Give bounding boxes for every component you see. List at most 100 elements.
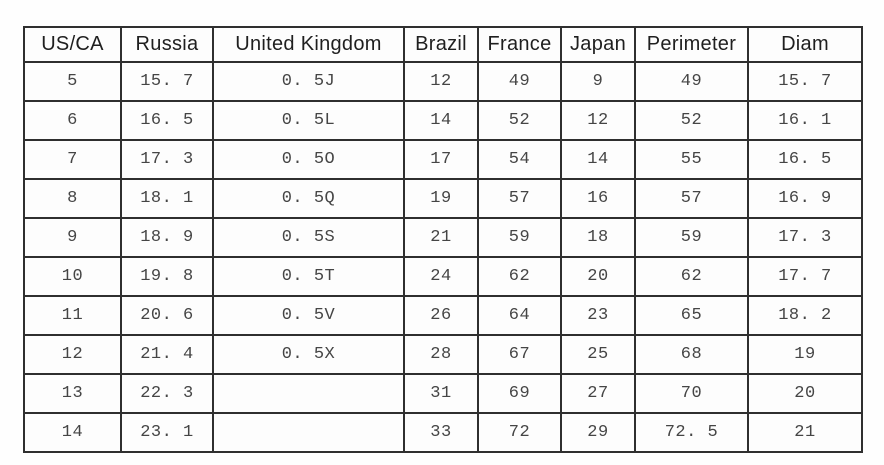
table-row: 13 22. 3 31 69 27 70 20: [23, 373, 863, 414]
table-cell: 8: [23, 178, 122, 219]
column-header-perimeter: Perimeter: [634, 26, 749, 63]
table-cell: 0. 5J: [212, 61, 405, 102]
table-cell: 55: [634, 139, 749, 180]
table-cell: 62: [477, 256, 562, 297]
table-cell: 14: [403, 100, 479, 141]
column-header-japan: Japan: [560, 26, 636, 63]
column-header-france: France: [477, 26, 562, 63]
table-header: US/CA Russia United Kingdom Brazil France Jap…: [23, 26, 863, 63]
table-cell: 26: [403, 295, 479, 336]
column-header-russia: Russia: [120, 26, 214, 63]
table-row: 14 23. 1 33 72 29 72. 5 21: [23, 412, 863, 453]
table-cell: 59: [477, 217, 562, 258]
table-cell: 69: [477, 373, 562, 414]
table-cell: 9: [23, 217, 122, 258]
table-row: 7 17. 3 0. 5O 17 54 14 55 16. 5: [23, 139, 863, 180]
table-cell: 70: [634, 373, 749, 414]
table-cell: 52: [634, 100, 749, 141]
table-cell: 21: [403, 217, 479, 258]
table-cell: 0. 5T: [212, 256, 405, 297]
table-cell: 16: [560, 178, 636, 219]
table-cell: 23: [560, 295, 636, 336]
table-cell: 25: [560, 334, 636, 375]
column-header-diam: Diam: [747, 26, 863, 63]
table-cell: 62: [634, 256, 749, 297]
table-cell: 21. 4: [120, 334, 214, 375]
table-cell: 18: [560, 217, 636, 258]
table-cell: 14: [560, 139, 636, 180]
table-cell: 11: [23, 295, 122, 336]
table-cell: 6: [23, 100, 122, 141]
table-cell: 17. 7: [747, 256, 863, 297]
table-cell: 57: [477, 178, 562, 219]
table-cell: 22. 3: [120, 373, 214, 414]
table-cell: 0. 5X: [212, 334, 405, 375]
table-cell: 67: [477, 334, 562, 375]
table-cell: 17. 3: [120, 139, 214, 180]
table-cell: 0. 5L: [212, 100, 405, 141]
table-cell: 57: [634, 178, 749, 219]
table-cell: 16. 9: [747, 178, 863, 219]
table-cell: 20: [747, 373, 863, 414]
table-cell: 68: [634, 334, 749, 375]
table-cell: 54: [477, 139, 562, 180]
table-row: 8 18. 1 0. 5Q 19 57 16 57 16. 9: [23, 178, 863, 219]
table-cell: 20. 6: [120, 295, 214, 336]
table-cell: 49: [634, 61, 749, 102]
table-cell: 14: [23, 412, 122, 453]
table-cell: 52: [477, 100, 562, 141]
table-cell: 29: [560, 412, 636, 453]
table-cell: 27: [560, 373, 636, 414]
table-row: 11 20. 6 0. 5V 26 64 23 65 18. 2: [23, 295, 863, 336]
table-cell: 24: [403, 256, 479, 297]
table-cell: 0. 5S: [212, 217, 405, 258]
column-header-brazil: Brazil: [403, 26, 479, 63]
table-cell: 21: [747, 412, 863, 453]
table-cell: 9: [560, 61, 636, 102]
table-cell: 72. 5: [634, 412, 749, 453]
table-cell: 19: [747, 334, 863, 375]
ring-size-conversion-table: US/CA Russia United Kingdom Brazil France Jap…: [23, 26, 863, 453]
table-cell: 65: [634, 295, 749, 336]
table-cell: 18. 2: [747, 295, 863, 336]
table-cell: 19. 8: [120, 256, 214, 297]
table-row: 12 21. 4 0. 5X 28 67 25 68 19: [23, 334, 863, 375]
table-cell: 28: [403, 334, 479, 375]
table-cell: [212, 373, 405, 414]
table-cell: 15. 7: [747, 61, 863, 102]
table-body: 5 15. 7 0. 5J 12 49 9 49 15. 7 6 16. 5 0. 5L 14 52 12…: [23, 61, 863, 453]
table-cell: 16. 5: [747, 139, 863, 180]
table-cell: 0. 5Q: [212, 178, 405, 219]
table-cell: 18. 9: [120, 217, 214, 258]
table-cell: 0. 5O: [212, 139, 405, 180]
table-cell: [212, 412, 405, 453]
table-cell: 13: [23, 373, 122, 414]
table-cell: 16. 5: [120, 100, 214, 141]
table-cell: 72: [477, 412, 562, 453]
table-cell: 33: [403, 412, 479, 453]
table-cell: 17. 3: [747, 217, 863, 258]
table-cell: 12: [403, 61, 479, 102]
table-row: 5 15. 7 0. 5J 12 49 9 49 15. 7: [23, 61, 863, 102]
table-row: 9 18. 9 0. 5S 21 59 18 59 17. 3: [23, 217, 863, 258]
table-cell: 16. 1: [747, 100, 863, 141]
table-row: 10 19. 8 0. 5T 24 62 20 62 17. 7: [23, 256, 863, 297]
table-cell: 18. 1: [120, 178, 214, 219]
table-cell: 20: [560, 256, 636, 297]
table-cell: 49: [477, 61, 562, 102]
column-header-united-kingdom: United Kingdom: [212, 26, 405, 63]
table-cell: 59: [634, 217, 749, 258]
table-cell: 17: [403, 139, 479, 180]
table-cell: 64: [477, 295, 562, 336]
table-header-row: US/CA Russia United Kingdom Brazil France Jap…: [23, 26, 863, 63]
column-header-us-ca: US/CA: [23, 26, 122, 63]
table-cell: 15. 7: [120, 61, 214, 102]
table-cell: 10: [23, 256, 122, 297]
table-cell: 12: [560, 100, 636, 141]
table-cell: 0. 5V: [212, 295, 405, 336]
table-cell: 5: [23, 61, 122, 102]
table-cell: 12: [23, 334, 122, 375]
table-cell: 23. 1: [120, 412, 214, 453]
table-cell: 19: [403, 178, 479, 219]
